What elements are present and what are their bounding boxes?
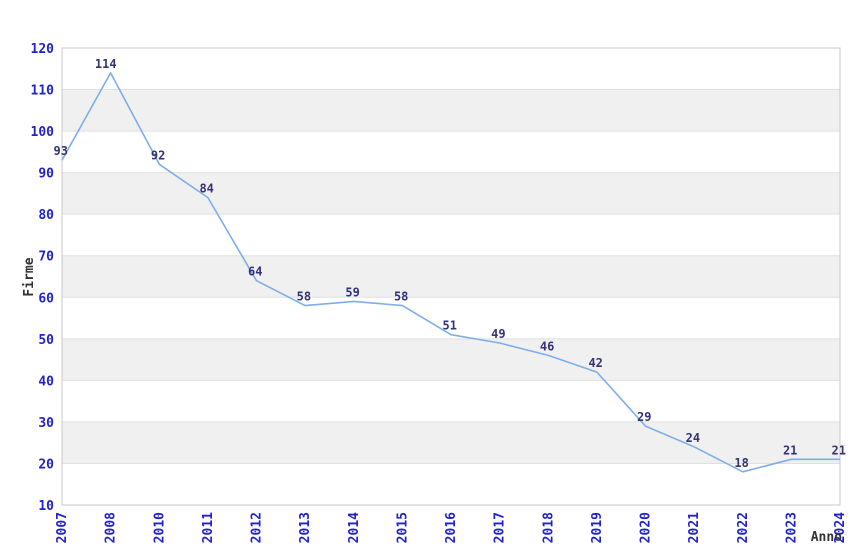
x-tick-label: 2011 — [201, 512, 216, 543]
y-tick-label: 70 — [38, 250, 54, 265]
data-label: 93 — [54, 144, 68, 158]
x-tick-label: 2014 — [347, 512, 362, 543]
data-label: 58 — [394, 290, 408, 304]
x-tick-label: 2023 — [784, 512, 799, 543]
data-label: 42 — [588, 356, 602, 370]
y-tick-label: 80 — [38, 208, 54, 223]
plot-band — [62, 89, 840, 132]
data-label: 84 — [199, 182, 213, 196]
data-label: 18 — [734, 456, 748, 470]
plot-band — [62, 255, 840, 298]
x-tick-label: 2017 — [493, 512, 508, 543]
data-label: 64 — [248, 265, 262, 279]
y-tick-label: 50 — [38, 333, 54, 348]
y-tick-label: 20 — [38, 458, 54, 473]
y-tick-label: 60 — [38, 291, 54, 306]
x-tick-label: 2021 — [687, 512, 702, 543]
x-tick-label: 2007 — [55, 512, 70, 543]
y-tick-label: 30 — [38, 416, 54, 431]
y-tick-label: 100 — [31, 125, 55, 140]
data-label: 92 — [151, 148, 165, 162]
y-tick-label: 120 — [31, 42, 55, 57]
x-tick-label: 2024 — [833, 512, 848, 543]
x-tick-label: 2010 — [152, 512, 167, 543]
data-label: 21 — [783, 443, 797, 457]
data-label: 46 — [540, 339, 554, 353]
data-line — [61, 72, 840, 473]
y-tick-label: 110 — [31, 84, 55, 99]
plot-band — [62, 421, 840, 464]
x-tick-label: 2022 — [736, 512, 751, 543]
data-label: 24 — [686, 431, 700, 445]
y-tick-label: 90 — [38, 167, 54, 182]
x-tick-label: 2019 — [590, 512, 605, 543]
x-tick-label: 2012 — [250, 512, 265, 543]
y-axis-title: Firme — [22, 257, 37, 296]
data-label: 114 — [95, 57, 117, 71]
plot-border — [61, 47, 841, 506]
data-label: 49 — [491, 327, 505, 341]
plot-band — [62, 172, 840, 215]
x-tick-label: 2020 — [639, 512, 654, 543]
plot-band — [62, 338, 840, 381]
data-label: 21 — [832, 443, 846, 457]
y-tick-label: 10 — [38, 499, 54, 514]
x-tick-label: 2018 — [541, 512, 556, 543]
data-label: 58 — [297, 290, 311, 304]
x-axis-title: Anno — [811, 530, 842, 545]
data-label: 51 — [443, 319, 457, 333]
x-tick-label: 2013 — [298, 512, 313, 543]
x-tick-label: 2015 — [395, 512, 410, 543]
data-label: 59 — [345, 285, 359, 299]
x-tick-label: 2016 — [444, 512, 459, 543]
x-tick-label: 2008 — [104, 512, 119, 543]
data-label: 29 — [637, 410, 651, 424]
y-tick-label: 40 — [38, 374, 54, 389]
